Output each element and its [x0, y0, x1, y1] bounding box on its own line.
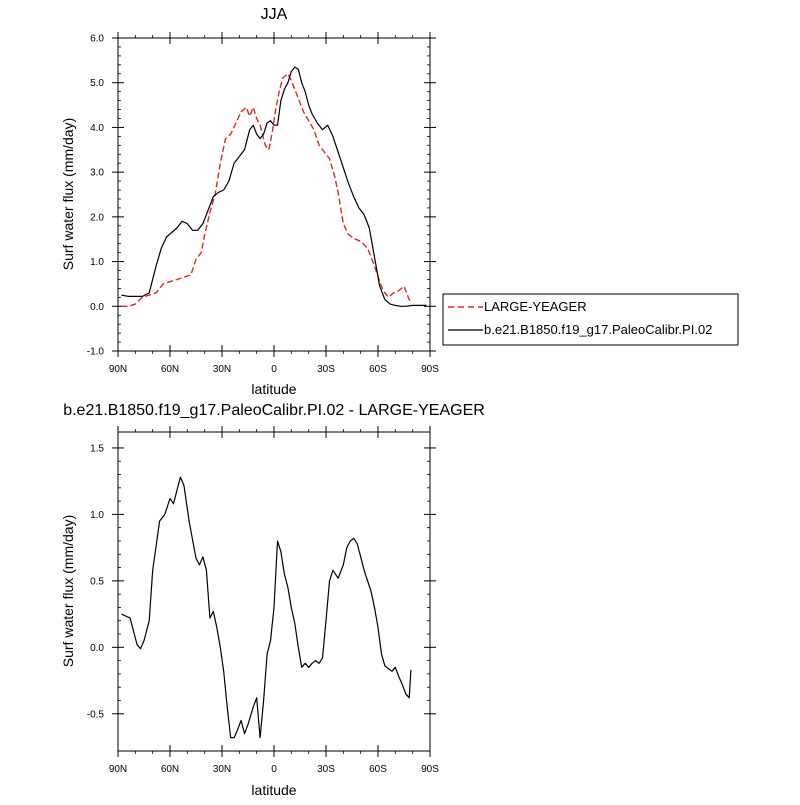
top-x-tick-label: 0 — [271, 364, 277, 375]
bottom-chart: b.e21.B1850.f19_g17.PaleoCalibr.PI.02 - … — [60, 402, 485, 798]
top-y-tick-label: -1.0 — [87, 347, 105, 358]
top-plot-frame — [117, 37, 431, 352]
legend: LARGE-YEAGER b.e21.B1850.f19_g17.PaleoCa… — [442, 293, 739, 346]
bottom-plot-frame — [117, 431, 431, 752]
top-x-axis-ticks: 90N 60N 30N 0 30S 60S 90S — [109, 32, 439, 375]
legend-label-paleocalibr: b.e21.B1850.f19_g17.PaleoCalibr.PI.02 — [484, 322, 712, 337]
bottom-x-tick-label: 30N — [213, 764, 231, 775]
legend-label-large-yeager: LARGE-YEAGER — [484, 299, 587, 314]
bottom-x-tick-label: 60N — [161, 764, 179, 775]
top-series-line-1 — [121, 73, 412, 307]
top-x-tick-label: 30N — [213, 364, 231, 375]
top-y-tick-label: 2.0 — [90, 212, 104, 223]
bottom-y-tick-label: 1.0 — [90, 510, 104, 521]
top-chart-title: JJA — [261, 6, 288, 23]
top-x-tick-label: 30S — [317, 364, 335, 375]
top-y-tick-label: 4.0 — [90, 123, 104, 134]
bottom-y-tick-label: 0.5 — [90, 576, 104, 587]
top-x-tick-label: 90S — [421, 364, 439, 375]
top-y-tick-label: 3.0 — [90, 168, 104, 179]
bottom-series-lines — [121, 476, 412, 739]
bottom-y-axis-label: Surf water flux (mm/day) — [60, 515, 76, 667]
top-y-axis-label: Surf water flux (mm/day) — [60, 118, 76, 270]
top-chart: JJA -1.0 0.0 1.0 2.0 3.0 4.0 5.0 6.0 90N 60N 30N 0… — [60, 6, 739, 397]
top-x-tick-label: 60S — [369, 364, 387, 375]
bottom-y-axis-ticks: -0.5 0.0 0.5 1.0 1.5 — [87, 443, 436, 720]
bottom-y-tick-label: -0.5 — [87, 709, 105, 720]
bottom-chart-title: b.e21.B1850.f19_g17.PaleoCalibr.PI.02 - … — [63, 402, 485, 419]
top-series-line-2 — [121, 66, 427, 307]
bottom-series-line-1 — [121, 476, 412, 739]
top-x-axis-label: latitude — [251, 381, 296, 397]
top-series-lines — [121, 66, 427, 307]
bottom-x-tick-label: 60S — [369, 764, 387, 775]
bottom-x-tick-label: 0 — [271, 764, 277, 775]
top-y-tick-label: 1.0 — [90, 257, 104, 268]
top-y-tick-label: 6.0 — [90, 34, 104, 45]
top-x-tick-label: 60N — [161, 364, 179, 375]
legend-box — [442, 293, 739, 346]
bottom-x-tick-label: 90N — [109, 764, 127, 775]
top-y-axis-ticks: -1.0 0.0 1.0 2.0 3.0 4.0 5.0 6.0 — [87, 34, 436, 358]
top-y-tick-label: 5.0 — [90, 78, 104, 89]
top-y-tick-label: 0.0 — [90, 302, 104, 313]
bottom-x-tick-label: 30S — [317, 764, 335, 775]
top-x-tick-label: 90N — [109, 364, 127, 375]
bottom-y-tick-label: 1.5 — [90, 443, 104, 454]
bottom-y-tick-label: 0.0 — [90, 643, 104, 654]
bottom-x-axis-label: latitude — [251, 782, 296, 798]
bottom-x-axis-ticks: 90N 60N 30N 0 30S 60S 90S — [109, 426, 439, 775]
bottom-x-tick-label: 90S — [421, 764, 439, 775]
